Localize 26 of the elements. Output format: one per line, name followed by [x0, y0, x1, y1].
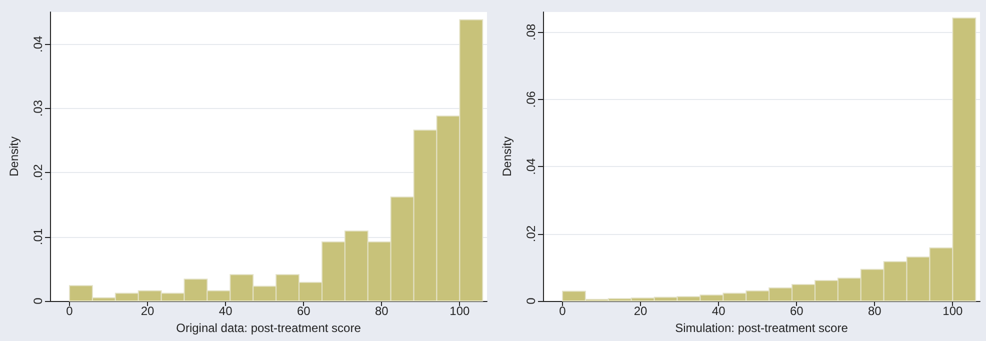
- y-tick-label: .02: [31, 164, 45, 181]
- y-tick-label: .01: [31, 228, 45, 246]
- x-tick-label: 80: [374, 304, 389, 318]
- x-tick-label: 80: [868, 304, 882, 318]
- x-tick-label: 0: [66, 304, 74, 318]
- y-tick-label: .02: [524, 225, 538, 242]
- x-tick-label: 100: [450, 304, 470, 318]
- y-axis-title: Density: [500, 136, 514, 177]
- x-tick-label: 20: [140, 304, 155, 318]
- y-tick-label: .03: [31, 100, 45, 117]
- x-tick-label: 40: [712, 304, 726, 318]
- y-tick-label: .04: [31, 35, 45, 52]
- y-tick-label: .08: [524, 24, 538, 41]
- x-tick-label: 100: [942, 304, 964, 318]
- x-tick-label: 60: [296, 304, 311, 318]
- x-tick-label: 60: [790, 304, 804, 318]
- x-tick-label: 40: [218, 304, 233, 318]
- x-tick-label: 20: [634, 304, 648, 318]
- x-axis-title: Simulation: post-treatment score: [675, 320, 848, 335]
- y-axis-title: Density: [7, 136, 21, 177]
- y-tick-label: .04: [524, 158, 538, 175]
- y-tick-label: .06: [524, 90, 538, 108]
- x-axis-title: Original data: post-treatment score: [176, 320, 362, 335]
- y-tick-label: 0: [31, 297, 45, 304]
- y-tick-label: 0: [524, 297, 538, 304]
- x-tick-label: 0: [559, 304, 566, 318]
